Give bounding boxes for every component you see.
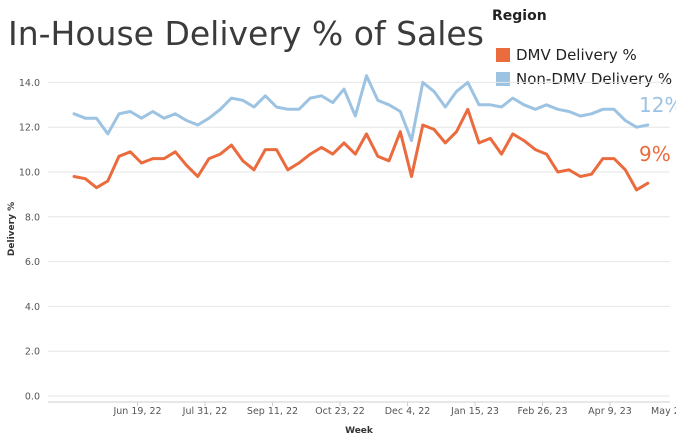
y-tick-label: 8.0 [25,212,40,223]
x-tick-label: Jul 31, 22 [182,406,228,417]
series-line-non-dmv [72,74,650,143]
legend-label-dmv: DMV Delivery % [516,46,637,64]
x-tick-label: May 21, 23 [651,406,676,417]
y-tick-label: 14.0 [19,78,40,89]
y-axis-label: Delivery % [7,202,17,256]
x-tick-label: Oct 23, 22 [315,406,365,417]
legend-swatch-dmv [496,48,510,62]
end-label-non-dmv: 12% [639,93,676,117]
chart-title: In-House Delivery % of Sales [8,14,484,53]
end-label-dmv: 9% [639,142,671,166]
y-tick-label: 12.0 [19,123,40,134]
x-tick-label: Jan 15, 23 [450,406,499,417]
x-tick-label: Dec 4, 22 [385,406,431,417]
x-tick-label: Apr 9, 23 [588,406,632,417]
y-tick-label: 10.0 [19,168,40,179]
x-tick-label: Sep 11, 22 [247,406,298,417]
x-tick-label: Feb 26, 23 [517,406,567,417]
x-tick-label: Jun 19, 22 [112,406,161,417]
legend-label-non-dmv: Non-DMV Delivery % [516,70,673,88]
legend-item-dmv[interactable]: DMV Delivery % [496,46,637,64]
series-line-dmv [72,107,650,192]
y-tick-label: 0.0 [25,392,40,403]
y-tick-label: 2.0 [25,347,40,358]
y-tick-label: 4.0 [25,302,40,313]
y-tick-label: 6.0 [25,257,40,268]
legend-title: Region [492,8,547,24]
x-axis-label: Week [345,426,374,436]
